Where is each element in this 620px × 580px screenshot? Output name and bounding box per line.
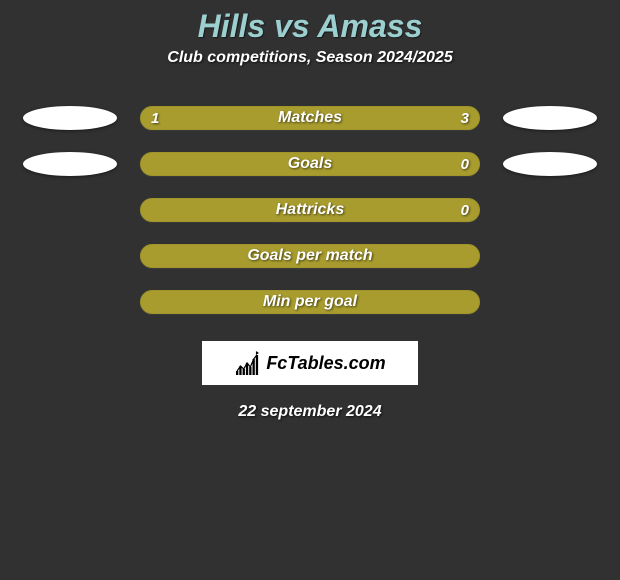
avatar-left-slot xyxy=(20,195,120,225)
avatar-right-slot xyxy=(500,287,600,317)
stat-label: Goals per match xyxy=(141,245,479,267)
avatar-right-slot xyxy=(500,195,600,225)
comparison-title: Hills vs Amass xyxy=(0,0,620,49)
avatar-left-slot xyxy=(20,103,120,133)
avatar-left-icon xyxy=(23,152,117,176)
avatar-left-slot xyxy=(20,241,120,271)
stat-bar: 0Hattricks xyxy=(140,198,480,222)
stat-row: Min per goal xyxy=(0,279,620,325)
avatar-left-slot xyxy=(20,287,120,317)
stats-rows: 13Matches 0Goals 0Hattricks Goals per match… xyxy=(0,95,620,325)
date-text: 22 september 2024 xyxy=(0,403,620,421)
stat-label: Goals xyxy=(141,153,479,175)
stat-bar: 13Matches xyxy=(140,106,480,130)
brand-box[interactable]: FcTables.com xyxy=(202,341,418,385)
stat-row: 0Goals xyxy=(0,141,620,187)
brand-text: FcTables.com xyxy=(266,353,385,374)
stat-row: 13Matches xyxy=(0,95,620,141)
stat-row: 0Hattricks xyxy=(0,187,620,233)
avatar-left-slot xyxy=(20,149,120,179)
vs-text: vs xyxy=(274,8,310,44)
avatar-right-icon xyxy=(503,152,597,176)
avatar-left-icon xyxy=(23,106,117,130)
avatar-right-icon xyxy=(503,106,597,130)
chart-icon xyxy=(234,351,262,375)
stat-bar: 0Goals xyxy=(140,152,480,176)
stat-bar: Goals per match xyxy=(140,244,480,268)
stat-bar: Min per goal xyxy=(140,290,480,314)
stat-row: Goals per match xyxy=(0,233,620,279)
stat-label: Min per goal xyxy=(141,291,479,313)
stat-label: Hattricks xyxy=(141,199,479,221)
subtitle: Club competitions, Season 2024/2025 xyxy=(0,49,620,67)
avatar-right-slot xyxy=(500,241,600,271)
stat-label: Matches xyxy=(141,107,479,129)
player2-name: Amass xyxy=(317,8,422,44)
avatar-right-slot xyxy=(500,103,600,133)
avatar-right-slot xyxy=(500,149,600,179)
player1-name: Hills xyxy=(198,8,266,44)
